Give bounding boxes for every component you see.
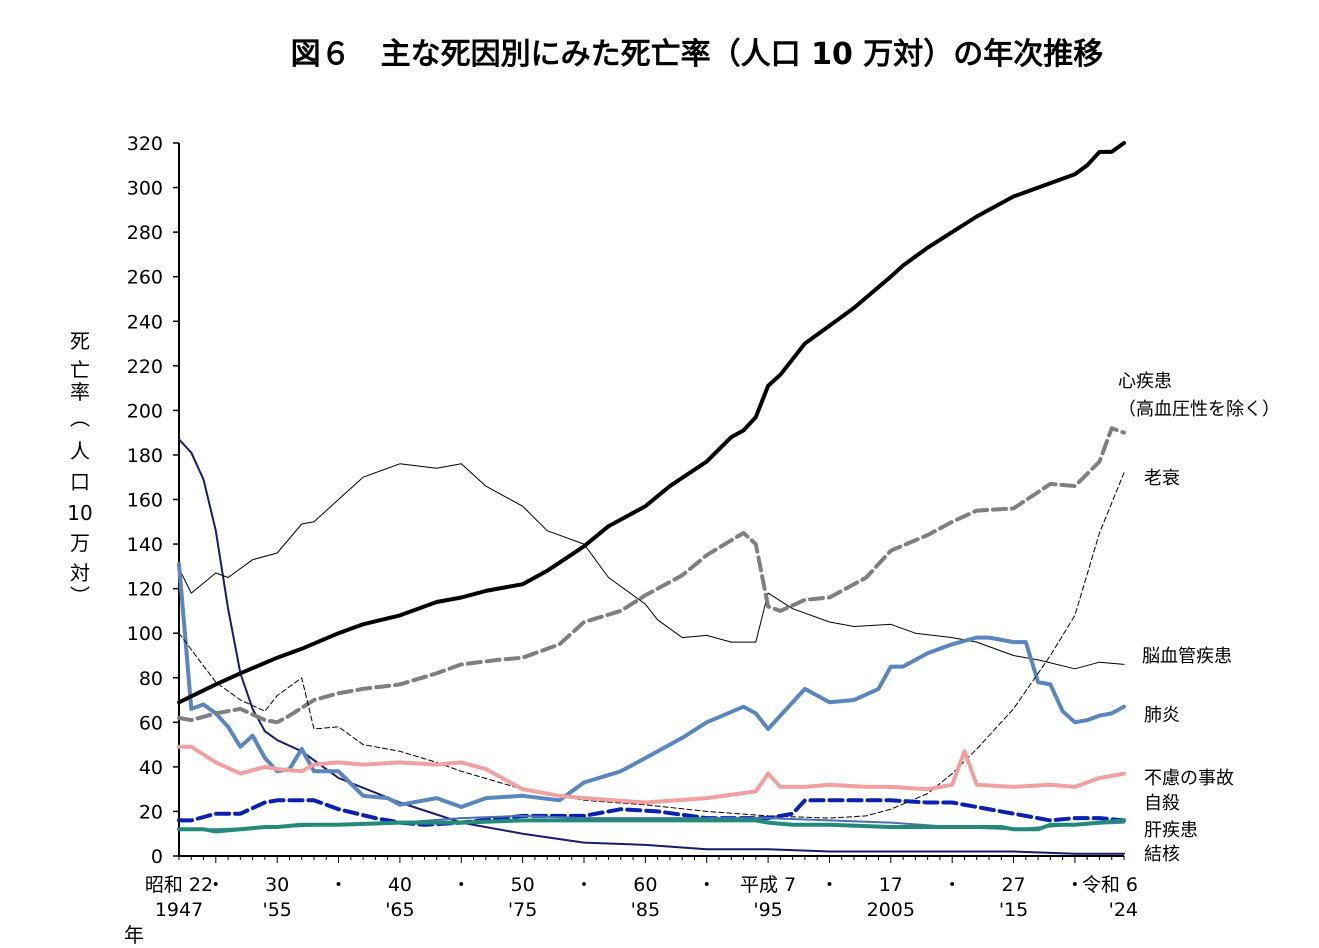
y-axis-label-char: ︵	[70, 406, 90, 430]
series-line-accidents	[177, 744, 1126, 805]
series-label-heart: 心疾患	[1118, 371, 1172, 392]
x-tick-label-top: 昭和 22	[145, 874, 213, 896]
x-tick-label-top: 令和 6	[1082, 874, 1138, 896]
y-tick-label: 180	[127, 445, 163, 467]
series-line-suicide	[177, 798, 1126, 827]
x-tick-label-top: 27	[1001, 874, 1025, 896]
x-tick-label-top: 30	[265, 874, 289, 896]
series-suicide	[177, 798, 1126, 827]
series-cancer	[177, 141, 1126, 705]
x-tick-label-bottom: '55	[262, 899, 291, 921]
series-line-cerebrovascular	[178, 463, 1125, 670]
series-liver2	[177, 818, 1126, 834]
x-tick-label-top: 60	[633, 874, 657, 896]
x-tick-label-bottom: '65	[385, 899, 414, 921]
x-tick-label-top: ・	[1065, 874, 1084, 896]
series-accidents	[177, 744, 1126, 805]
series-label-accidents: 不慮の事故	[1144, 768, 1234, 789]
series-line-liver2	[177, 818, 1126, 834]
y-axis-label-char: 対	[70, 561, 90, 585]
y-tick-label: 40	[139, 757, 163, 779]
series-label-senility: 老衰	[1144, 468, 1180, 489]
y-tick-label: 300	[127, 178, 163, 200]
x-tick-label-top: ・	[329, 874, 348, 896]
x-tick-label-top: ・	[943, 874, 962, 896]
y-tick-label: 320	[127, 133, 163, 155]
y-tick-label: 60	[139, 712, 163, 734]
y-tick-label: 120	[127, 579, 163, 601]
y-tick-label: 260	[127, 267, 163, 289]
series-line-senility	[178, 472, 1125, 819]
series-label-suicide: 自殺	[1144, 793, 1180, 814]
y-tick-label: 0	[151, 846, 163, 868]
x-tick-label-top: ・	[697, 874, 716, 896]
y-tick-label: 240	[127, 311, 163, 333]
y-tick-label: 160	[127, 490, 163, 512]
series-label-heart: （高血圧性を除く）	[1118, 399, 1280, 420]
x-tick-label-bottom: '15	[999, 899, 1028, 921]
x-tick-label-bottom: 1947	[155, 899, 203, 921]
series-line-tuberculosis	[178, 438, 1125, 855]
y-tick-label: 80	[139, 668, 163, 690]
x-tick-label-top: 50	[511, 874, 535, 896]
y-axis-label-char: 亡	[70, 358, 90, 382]
y-tick-label: 20	[139, 801, 163, 823]
y-tick-label: 140	[127, 534, 163, 556]
x-tick-label-top: ・	[574, 874, 593, 896]
y-axis-label-char: 10	[67, 501, 92, 525]
series-pneumonia	[177, 562, 1126, 809]
x-tick-label-top: ・	[452, 874, 471, 896]
series-line-pneumonia	[177, 562, 1126, 809]
y-axis-label-char: 万	[70, 531, 90, 555]
series-label-pneumonia: 肺炎	[1144, 705, 1180, 726]
y-axis-label-char: 口	[70, 470, 90, 494]
y-tick-label: 100	[127, 623, 163, 645]
x-tick-label-bottom: '85	[631, 899, 660, 921]
y-axis-label-char: 率	[70, 380, 90, 404]
y-tick-label: 220	[127, 356, 163, 378]
chart-title: 図６ 主な死因別にみた死亡率（人口 10 万対）の年次推移	[291, 37, 1104, 72]
x-tick-label-bottom: '75	[508, 899, 537, 921]
x-axis-unit: 年	[124, 923, 144, 947]
x-tick-label-top: 40	[388, 874, 412, 896]
y-axis-label-char: ︶	[70, 584, 90, 608]
series-tuberculosis	[178, 438, 1125, 855]
series-label-cerebrovascular: 脳血管疾患	[1142, 646, 1232, 667]
x-tick-label-top: ・	[206, 874, 225, 896]
series-line-cancer	[177, 141, 1126, 705]
x-tick-label-bottom: '24	[1109, 899, 1138, 921]
series-label-tuberculosis: 結核	[1144, 844, 1180, 865]
y-tick-label: 200	[127, 400, 163, 422]
y-axis-label-char: 人	[70, 439, 90, 463]
series-layer	[177, 141, 1126, 855]
y-tick-label: 280	[127, 222, 163, 244]
x-tick-label-top: ・	[820, 874, 839, 896]
series-label-liver: 肝疾患	[1144, 820, 1198, 841]
x-tick-label-bottom: '95	[753, 899, 782, 921]
y-axis-label-char: 死	[70, 329, 90, 353]
series-senility	[178, 472, 1125, 819]
series-cerebrovascular	[178, 463, 1125, 670]
x-tick-label-top: 17	[879, 874, 903, 896]
x-tick-label-top: 平成 7	[740, 874, 796, 896]
axes-layer: 0 20 40 60 80 100 120 140 160 180 200 220 240 260 280 3…	[67, 133, 1138, 947]
series-heart	[177, 426, 1126, 725]
series-line-heart	[177, 426, 1126, 725]
x-tick-label-bottom: 2005	[867, 899, 915, 921]
